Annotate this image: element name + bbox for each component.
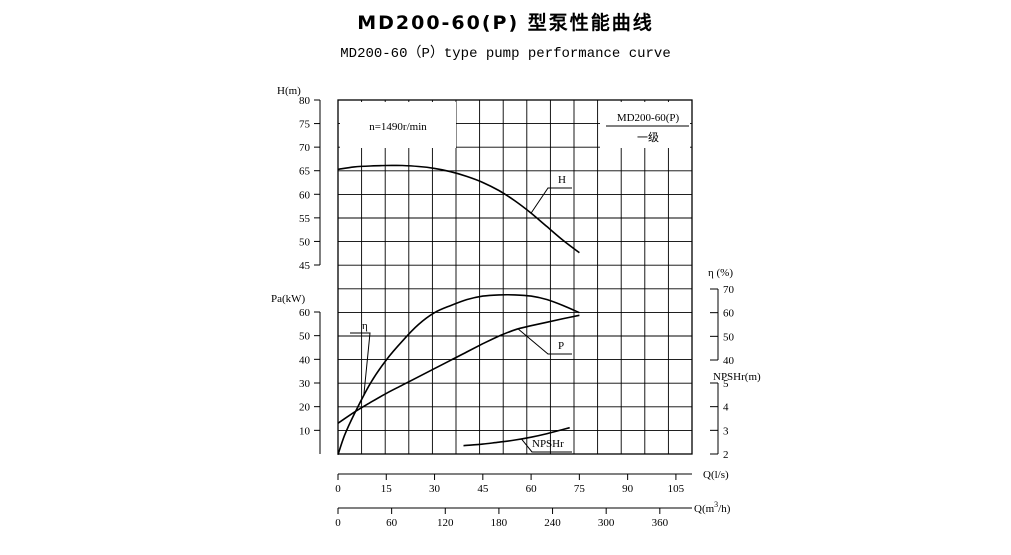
chart-title: MD200-60(P) 型泵性能曲线 xyxy=(357,12,654,34)
flow-m3h-tick-label: 300 xyxy=(598,517,615,529)
npsh-tick-label: 5 xyxy=(723,378,729,390)
head-tick-label: 55 xyxy=(299,213,311,225)
chart-grid xyxy=(337,99,693,455)
chart-subtitle: MD200-60（P）type pump performance curve xyxy=(340,46,671,62)
flow-m3h-axis-label: Q(m3/h) xyxy=(694,500,731,515)
callout-label-npshr: NPSHr xyxy=(532,438,564,450)
flow-m3h-tick-label: 360 xyxy=(652,517,669,529)
speed-note: n=1490r/min xyxy=(369,121,427,133)
flow-m3h-tick-label: 180 xyxy=(491,517,508,529)
curve-npshr xyxy=(463,426,570,447)
stage-label: 一级 xyxy=(637,131,659,144)
curve-h xyxy=(337,164,580,254)
flow-ls-tick-label: 60 xyxy=(526,483,538,495)
head-tick-label: 50 xyxy=(299,236,311,248)
flow-m3h-tick-label: 120 xyxy=(437,517,454,529)
flow-ls-tick-label: 0 xyxy=(335,483,341,495)
chart-axes xyxy=(314,99,719,514)
power-tick-label: 20 xyxy=(299,402,311,414)
flow-ls-tick-label: 15 xyxy=(381,483,393,495)
power-tick-label: 10 xyxy=(299,425,311,437)
flow-ls-tick-label: 90 xyxy=(622,483,634,495)
model-box xyxy=(600,102,690,148)
head-tick-label: 65 xyxy=(299,166,311,178)
speed-note-box xyxy=(340,102,456,148)
npsh-tick-label: 4 xyxy=(723,402,729,414)
power-axis-label: Pa(kW) xyxy=(271,293,306,305)
callout-leader xyxy=(350,332,371,397)
head-tick-label: 80 xyxy=(299,95,311,107)
callout-label-p: P xyxy=(558,340,564,352)
curve-callouts: Hη P NPSHr xyxy=(350,174,572,453)
power-tick-label: 50 xyxy=(299,331,311,343)
efficiency-tick-label: 40 xyxy=(723,355,735,367)
flow-m3h-tick-label: 0 xyxy=(335,517,341,529)
plot-frame xyxy=(337,99,693,455)
curve- xyxy=(337,293,580,455)
model-label: MD200-60(P) xyxy=(617,112,680,124)
npsh-tick-label: 3 xyxy=(723,425,729,437)
power-tick-label: 30 xyxy=(299,378,311,390)
curve-p xyxy=(337,314,580,424)
tick-labels: 4550556065707580102030405060405060702345… xyxy=(299,95,735,529)
flow-m3h-tick-label: 240 xyxy=(544,517,561,529)
efficiency-tick-label: 50 xyxy=(723,331,735,343)
head-axis-label: H(m) xyxy=(277,85,301,97)
flow-ls-tick-label: 30 xyxy=(429,483,441,495)
flow-ls-tick-label: 75 xyxy=(574,483,586,495)
callout-label-h: H xyxy=(558,174,566,186)
power-tick-label: 40 xyxy=(299,354,311,366)
flow-m3h-tick-label: 60 xyxy=(386,517,398,529)
curves xyxy=(337,164,580,455)
head-tick-label: 60 xyxy=(299,189,311,201)
head-tick-label: 45 xyxy=(299,260,311,272)
efficiency-axis-label: η (%) xyxy=(708,267,733,279)
flow-ls-axis-label: Q(l/s) xyxy=(703,469,729,481)
flow-ls-tick-label: 105 xyxy=(668,483,685,495)
callout-leader xyxy=(530,187,572,214)
flow-ls-tick-label: 45 xyxy=(477,483,489,495)
callout-leader xyxy=(521,438,572,453)
head-tick-label: 75 xyxy=(299,119,311,131)
callout-leader xyxy=(517,328,572,355)
npsh-tick-label: 2 xyxy=(723,449,729,461)
power-tick-label: 60 xyxy=(299,307,311,319)
head-tick-label: 70 xyxy=(299,142,311,154)
callout-label-: η xyxy=(362,320,368,332)
npsh-axis-label: NPSHr(m) xyxy=(713,371,761,383)
efficiency-tick-label: 60 xyxy=(723,308,735,320)
efficiency-tick-label: 70 xyxy=(723,284,735,296)
